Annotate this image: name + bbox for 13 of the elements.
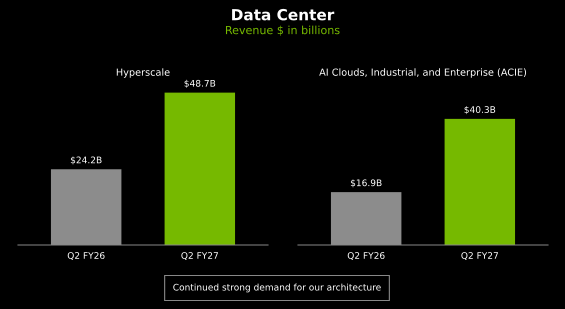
text: Data Center [232, 8, 334, 20]
x-tick-label: Q2 FY26 [348, 252, 385, 260]
x-tick-label: Q2 FY27 [461, 252, 498, 260]
text: Continued strong demand for our architecture [173, 284, 381, 292]
x-tick-label: Q2 FY27 [181, 252, 218, 260]
chart-title: Hyperscale [116, 68, 170, 78]
data-label: $48.7B [184, 80, 216, 88]
data-label: $40.3B [464, 106, 496, 114]
data-label: $24.2B [70, 156, 102, 165]
data-label: $16.9B [350, 179, 382, 188]
text: Revenue $ in billions [226, 26, 340, 36]
x-tick-label: Q2 FY26 [68, 252, 105, 260]
chart-title: AI Clouds, Industrial, and Enterprise (ACIE) [319, 68, 526, 78]
